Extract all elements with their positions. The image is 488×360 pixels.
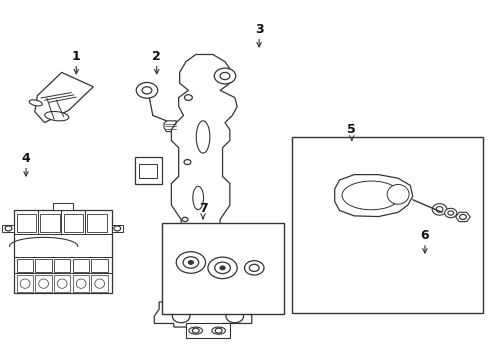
Polygon shape xyxy=(154,54,251,327)
Polygon shape xyxy=(35,72,93,123)
Circle shape xyxy=(244,261,264,275)
Circle shape xyxy=(459,215,466,220)
Bar xyxy=(2,225,14,232)
Bar xyxy=(112,225,122,232)
Ellipse shape xyxy=(444,208,456,218)
Bar xyxy=(40,214,60,232)
Circle shape xyxy=(225,310,243,323)
Bar xyxy=(73,258,89,272)
Ellipse shape xyxy=(386,184,408,204)
Text: 4: 4 xyxy=(21,152,30,165)
Circle shape xyxy=(214,262,230,274)
Polygon shape xyxy=(455,212,469,222)
Circle shape xyxy=(114,226,121,231)
Bar xyxy=(35,275,52,292)
Polygon shape xyxy=(135,157,161,184)
Ellipse shape xyxy=(29,100,42,106)
Circle shape xyxy=(182,217,187,222)
Circle shape xyxy=(207,257,237,279)
Text: 6: 6 xyxy=(420,229,428,242)
Ellipse shape xyxy=(57,279,67,288)
Ellipse shape xyxy=(39,279,48,288)
Bar xyxy=(17,275,33,292)
Ellipse shape xyxy=(435,207,442,212)
Circle shape xyxy=(214,68,235,84)
Bar xyxy=(292,137,483,313)
Text: 7: 7 xyxy=(198,202,207,215)
Bar xyxy=(161,223,283,315)
Bar xyxy=(35,258,52,272)
Ellipse shape xyxy=(20,279,30,288)
Bar xyxy=(17,258,33,272)
Circle shape xyxy=(249,264,259,271)
Circle shape xyxy=(183,159,190,165)
Polygon shape xyxy=(14,211,112,293)
Circle shape xyxy=(192,328,199,333)
Circle shape xyxy=(176,252,205,273)
Text: 5: 5 xyxy=(346,123,355,136)
Bar xyxy=(91,258,108,272)
Bar xyxy=(63,214,83,232)
Circle shape xyxy=(142,87,152,94)
Circle shape xyxy=(136,82,158,98)
Ellipse shape xyxy=(447,211,453,215)
Circle shape xyxy=(172,310,189,323)
Circle shape xyxy=(188,261,193,264)
Bar xyxy=(73,275,89,292)
Text: 1: 1 xyxy=(72,50,81,63)
Bar xyxy=(91,275,108,292)
Ellipse shape xyxy=(76,279,86,288)
Circle shape xyxy=(220,266,224,270)
Circle shape xyxy=(220,72,229,80)
Bar xyxy=(54,258,70,272)
Polygon shape xyxy=(163,121,176,132)
Bar xyxy=(139,164,157,178)
Text: 3: 3 xyxy=(254,23,263,36)
Ellipse shape xyxy=(95,279,104,288)
Bar xyxy=(87,214,107,232)
Bar xyxy=(17,214,36,232)
Ellipse shape xyxy=(431,204,446,215)
Polygon shape xyxy=(185,323,229,338)
Polygon shape xyxy=(334,175,412,217)
Circle shape xyxy=(215,328,222,333)
Circle shape xyxy=(184,95,192,100)
Circle shape xyxy=(183,257,198,268)
Text: 2: 2 xyxy=(152,50,161,63)
Bar xyxy=(54,275,70,292)
Circle shape xyxy=(5,226,12,231)
Ellipse shape xyxy=(44,112,69,121)
Bar xyxy=(53,203,73,211)
